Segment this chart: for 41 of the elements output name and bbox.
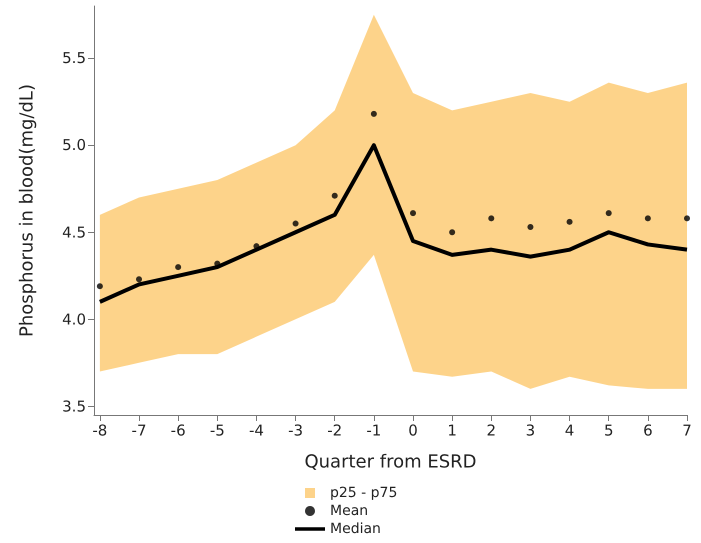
x-tick-label: -3: [288, 422, 304, 440]
y-axis-title: Phosphorus in blood(mg/dL): [16, 84, 38, 337]
point: [644, 215, 651, 222]
x-tick-label: -5: [210, 422, 225, 440]
x-tick-label: 0: [408, 422, 418, 440]
x-tick-label: -6: [170, 422, 186, 440]
point: [332, 192, 338, 199]
point: [410, 210, 416, 216]
x-tick-label: 3: [526, 422, 536, 440]
point: [606, 210, 612, 216]
y-tick-label: 4.0: [62, 310, 86, 328]
legend-label: Mean: [330, 503, 368, 519]
point: [292, 220, 299, 227]
x-tick-label: 5: [604, 422, 614, 440]
point: [449, 229, 456, 236]
y-tick-label: 5.5: [62, 49, 86, 68]
legend-label: p25 - p75: [330, 485, 398, 501]
line-series: [98, 143, 689, 304]
x-tick-label: -8: [92, 422, 108, 440]
y-tick-label: 5.0: [62, 136, 86, 154]
point: [96, 283, 103, 290]
y-tick-label: 3.5: [62, 397, 86, 416]
y-tick-label: 4.5: [62, 223, 86, 242]
x-tick-label: -4: [248, 422, 264, 440]
point: [684, 215, 690, 222]
point: [175, 264, 182, 270]
point: [566, 218, 573, 225]
x-tick-label: 7: [682, 422, 692, 440]
x-tick-label: 4: [564, 422, 574, 440]
x-tick-label: -1: [366, 422, 382, 440]
x-tick-label: 6: [643, 422, 653, 440]
x-tick-label: -2: [327, 422, 342, 440]
x-axis-title: Quarter from ESRD: [304, 452, 477, 472]
x-tick-label: -7: [132, 422, 146, 440]
x-tick-label: 2: [486, 422, 496, 440]
point: [527, 224, 534, 230]
point: [488, 215, 494, 222]
legend-label: Median: [330, 521, 381, 537]
point: [370, 110, 377, 117]
point: [136, 276, 142, 282]
x-tick-label: 1: [447, 422, 457, 440]
